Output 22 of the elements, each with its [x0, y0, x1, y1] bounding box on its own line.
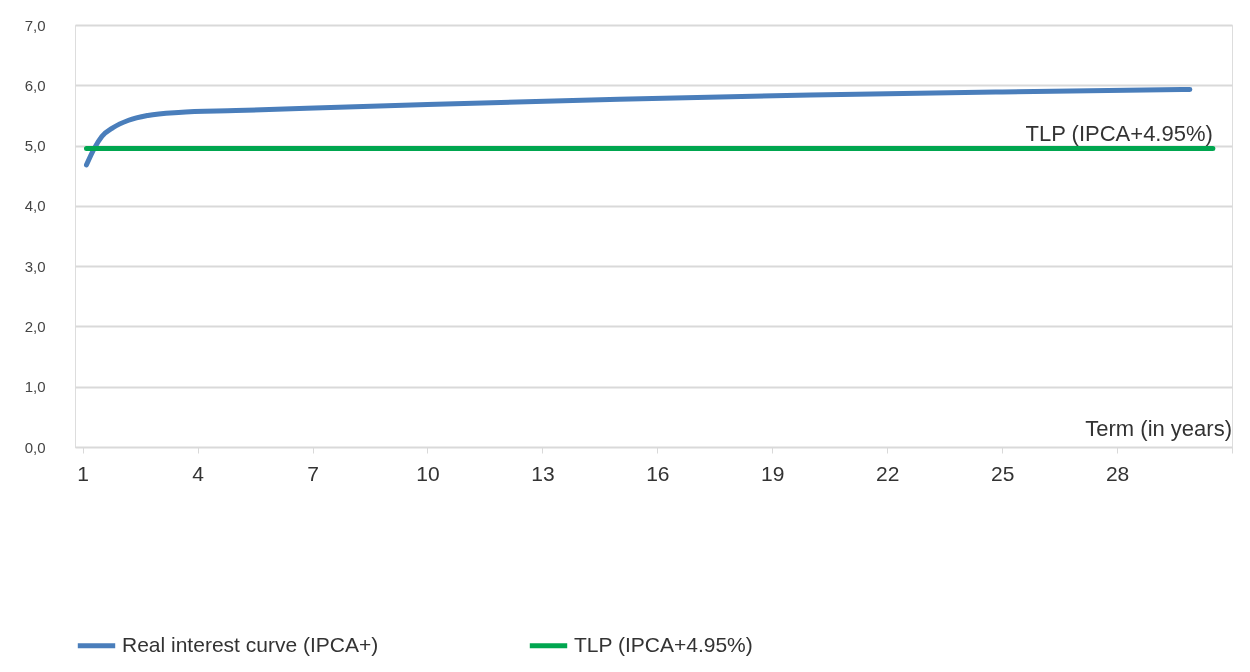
y-tick-label: 5,0 — [24, 137, 46, 155]
y-tick-label: 1,0 — [24, 378, 46, 396]
y-tick-label: 7,0 — [24, 16, 46, 34]
x-tick-label: 25 — [990, 461, 1015, 485]
x-tick-label: 16 — [646, 461, 670, 485]
y-tick-label: 4,0 — [24, 197, 46, 215]
x-tick-label: 4 — [192, 461, 205, 485]
x-tick-label: 7 — [307, 461, 319, 485]
legend-label: TLP (IPCA+4.95%) — [574, 632, 753, 656]
x-tick-label: 10 — [416, 461, 440, 485]
legend-label: Real interest curve (IPCA+) — [122, 632, 379, 656]
annotation: TLP (IPCA+4.95%) — [1025, 120, 1213, 146]
x-tick-label: 22 — [876, 461, 900, 485]
x-tick-label: 19 — [761, 461, 785, 485]
x-axis-title: Term (in years) — [1085, 416, 1232, 441]
y-tick-label: 2,0 — [24, 317, 46, 335]
x-tick-label: 1 — [77, 461, 90, 485]
y-tick-label: 0,0 — [24, 438, 46, 456]
x-tick-label: 28 — [1105, 461, 1130, 485]
y-tick-label: 3,0 — [24, 257, 46, 275]
y-tick-label: 6,0 — [24, 76, 46, 94]
x-tick-label: 13 — [531, 461, 555, 485]
